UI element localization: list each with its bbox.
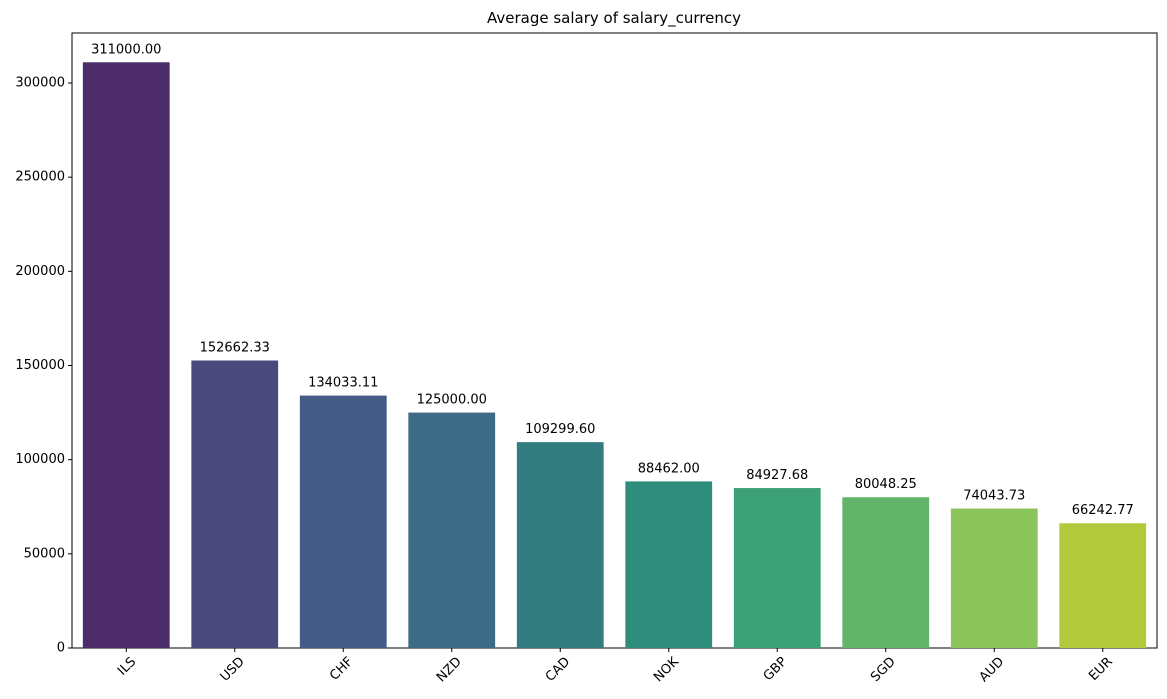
y-tick-label: 150000 [15,358,65,373]
x-tick-label: GBP [761,654,791,684]
bar-chf [299,395,387,648]
bar-value-labels: 311000.00 152662.33 134033.11 125000.00 1092… [91,42,1134,518]
bar-nzd [408,412,496,648]
bar-value-label: 125000.00 [417,393,487,408]
bar-value-label: 311000.00 [91,42,161,57]
x-tick-label: NZD [434,654,465,685]
plot-frame [71,32,1158,649]
x-tick-label: CHF [327,654,356,683]
bar-nok [625,481,713,648]
y-tick-label: 0 [57,641,65,656]
x-tick-label: NOK [651,654,682,685]
chart-title: Average salary of salary_currency [487,9,741,28]
bar-eur [1059,523,1147,648]
bar-sgd [842,497,930,648]
axes [71,32,1158,649]
bar-value-label: 88462.00 [638,461,700,476]
x-axis-ticks: ILS USD CHF NZD CAD NOK GBP SGD AUD EUR [115,648,1116,685]
bar-value-label: 152662.33 [200,340,270,355]
bar-value-label: 74043.73 [963,489,1025,504]
bar-ils [82,62,170,649]
y-tick-label: 300000 [15,76,65,91]
x-tick-label: USD [218,654,248,684]
x-tick-label: AUD [977,654,1008,685]
y-tick-label: 250000 [15,170,65,185]
bar-gbp [733,488,821,648]
bar-value-label: 66242.77 [1072,503,1134,518]
x-tick-label: SGD [868,654,899,685]
bar-cad [516,442,604,648]
bar-value-label: 84927.68 [746,468,808,483]
y-tick-label: 100000 [15,452,65,467]
bar-aud [950,508,1038,648]
x-tick-label: ILS [115,654,139,678]
bars [82,62,1147,649]
bar-value-label: 109299.60 [525,422,595,437]
y-tick-label: 200000 [15,264,65,279]
bar-usd [191,360,279,648]
x-tick-label: EUR [1086,654,1116,684]
bar-value-label: 134033.11 [308,376,378,391]
bar-value-label: 80048.25 [855,477,917,492]
y-axis-ticks: 0 50000 100000 150000 200000 250000 300000 [15,76,72,656]
y-tick-label: 50000 [24,546,65,561]
x-tick-label: CAD [543,654,573,684]
